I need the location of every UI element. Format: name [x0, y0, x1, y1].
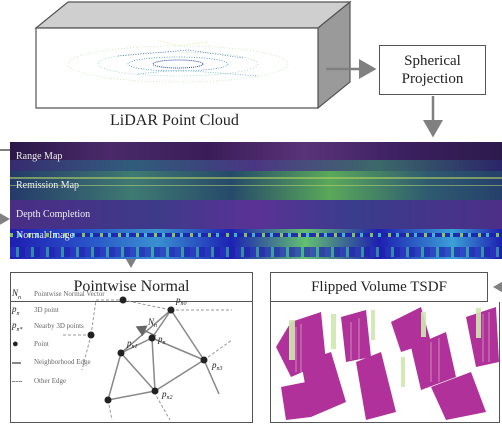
- legend-normal-vector: Nn Pointwise Normal Vector: [12, 288, 105, 301]
- label-nn: Nn: [147, 317, 157, 329]
- legend-point-symbol: pn: [12, 304, 20, 317]
- lidar-scan-graphic: [67, 39, 289, 83]
- label-pn0: pn0: [175, 295, 187, 307]
- graph-point-pn3: [200, 356, 208, 364]
- dashed-line-icon: [12, 376, 28, 386]
- legend-normal-symbol: Nn: [12, 288, 22, 301]
- legend-neighborhood-text: Neighborhood Edge: [34, 358, 91, 366]
- pointwise-normal-title-box: Pointwise Normal: [10, 272, 253, 302]
- solid-line-icon: [12, 357, 28, 367]
- normal-image-strip: Normal Image: [10, 229, 502, 259]
- graph-point-pn1: [117, 349, 125, 357]
- pointwise-normal-panel: [10, 302, 253, 423]
- depth-completion-strip: Depth Completion: [10, 200, 502, 229]
- tsdf-render: [276, 307, 499, 420]
- remission-map-strip: Remission Map: [10, 171, 502, 200]
- graph-point: [104, 396, 112, 404]
- graph-point-pn: [148, 334, 156, 342]
- legend-nearby-symbol: pn*: [12, 320, 23, 333]
- depth-completion-label: Depth Completion: [16, 209, 91, 220]
- pointwise-normal-title: Pointwise Normal: [73, 278, 190, 295]
- tsdf-panel: [270, 302, 500, 423]
- graph-point: [87, 331, 95, 339]
- graph-point-pn0: [167, 306, 175, 314]
- label-pn2: pn2: [161, 389, 173, 401]
- legend-neighborhood-edge: Neighborhood Edge: [12, 357, 91, 367]
- graph-point: [119, 296, 127, 304]
- tsdf-title-box: Flipped Volume TSDF: [270, 272, 488, 302]
- label-pn3: pn3: [211, 360, 223, 372]
- dot-icon: ●: [12, 338, 19, 350]
- legend-nearby-points: pn* Nearby 3D points: [12, 320, 84, 333]
- legend-other-edge: Other Edge: [12, 376, 66, 386]
- spherical-projection-box: Spherical Projection: [379, 45, 486, 95]
- point-cloud-box: [34, 0, 352, 110]
- label-pn1: pn1: [126, 338, 138, 350]
- normal-image-label: Normal Image: [16, 230, 75, 241]
- range-map-strip: Range Map: [10, 142, 502, 171]
- point-cloud-label: LiDAR Point Cloud: [110, 112, 239, 129]
- range-map-label: Range Map: [16, 151, 63, 162]
- label-pn: pn: [157, 334, 166, 346]
- legend-other-text: Other Edge: [34, 377, 67, 385]
- legend-3d-point: pn 3D point: [12, 304, 59, 317]
- legend-dot-text: Point: [34, 340, 49, 348]
- legend-point-dot: ● Point: [12, 338, 49, 350]
- neighborhood-graph: pn0 pn pn1 pn2 pn3 Nn: [62, 295, 233, 421]
- legend-normal-text: Pointwise Normal Vector: [34, 290, 105, 299]
- graph-point-pn2: [151, 387, 159, 395]
- spherical-projection-label: Spherical Projection: [401, 53, 464, 87]
- legend-point-text: 3D point: [34, 306, 59, 315]
- remission-map-label: Remission Map: [16, 180, 80, 191]
- legend-nearby-text: Nearby 3D points: [34, 322, 84, 331]
- tsdf-title: Flipped Volume TSDF: [311, 278, 447, 295]
